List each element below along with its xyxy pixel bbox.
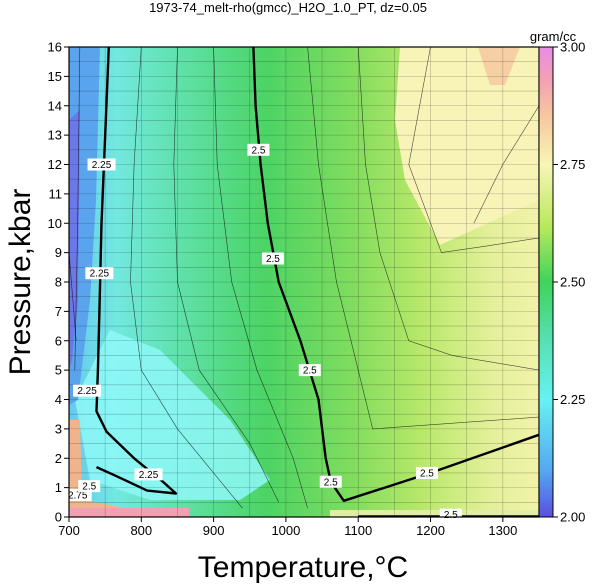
contour-line-minor [173, 47, 279, 503]
contour-line-minor [408, 47, 539, 253]
y-tick-label: 6 [55, 333, 62, 348]
contour-line-minor [357, 47, 539, 371]
contour-label: 2.75 [68, 490, 88, 501]
contour-label: 2.5 [324, 477, 338, 488]
contour-label-bg [78, 480, 101, 493]
colorbar: gram/cc 2.00 2.25 2.50 2.75 3.00 [530, 29, 585, 525]
y-tick-label: 0 [55, 510, 62, 525]
plot-area: 2.252.252.252.252.52.52.52.52.52.52.752.… [63, 46, 540, 521]
y-tick-label: 13 [48, 128, 62, 143]
contour-label-bg [134, 468, 163, 481]
region-bottom-band [69, 420, 160, 517]
y-tick-label: 12 [48, 157, 62, 172]
region-peak-density [478, 47, 520, 85]
y-tick-label: 16 [48, 40, 62, 55]
y-tick-label: 11 [49, 186, 63, 201]
contour-label-bg [261, 252, 284, 265]
contour-label: 2.5 [266, 254, 280, 265]
contour-label-bg [247, 143, 270, 156]
x-tick-label: 800 [130, 523, 152, 538]
colorbar-tick-label: 2.50 [560, 275, 585, 290]
y-tick-label: 9 [55, 245, 62, 260]
contour-label: 2.25 [92, 160, 112, 171]
contour-label: 2.5 [82, 482, 96, 493]
y-tick-label: 2 [55, 451, 62, 466]
contour-label: 2.5 [303, 366, 317, 377]
region-lowest-core [69, 110, 80, 370]
filled-contours [69, 47, 539, 517]
contour-line-2-25 [95, 47, 178, 495]
contour-label: 2.5 [444, 510, 458, 521]
x-tick-label: 1000 [271, 523, 300, 538]
contour-label: 2.25 [139, 470, 159, 481]
contour-label-bg [73, 384, 102, 397]
contour-label-bg [298, 364, 321, 377]
x-tick-label: 1300 [488, 523, 517, 538]
y-tick-label: 5 [55, 363, 62, 378]
x-tick-label: 700 [58, 523, 80, 538]
colorbar-ticks: 2.00 2.25 2.50 2.75 3.00 [553, 40, 585, 525]
colorbar-tick-label: 2.75 [560, 157, 585, 172]
contour-label: 2.25 [90, 269, 110, 280]
contour-line-minor [74, 47, 81, 371]
colorbar-tick-label: 2.25 [560, 392, 585, 407]
contour-label-bg [415, 466, 438, 479]
region-low-density [75, 330, 270, 500]
region-bottom-strip [69, 508, 189, 517]
y-tick-label: 3 [55, 421, 62, 436]
contour-labels: 2.252.252.252.252.52.52.52.52.52.52.752.… [63, 143, 462, 521]
contour-line-minor [307, 47, 539, 430]
y-tick-label: 1 [55, 480, 62, 495]
contour-line-minor [473, 105, 539, 224]
contour-label-bg [439, 508, 462, 521]
contour-line-minor [130, 47, 243, 509]
contour-label-bg [85, 267, 114, 280]
contour-line-minor [69, 252, 77, 341]
colorbar-scale [538, 46, 554, 518]
contour-line-minor [213, 47, 308, 509]
region-bottom-right [330, 510, 539, 517]
x-tick-label: 1100 [344, 523, 372, 538]
grid [68, 46, 540, 518]
contour-label: 2.25 [77, 386, 97, 397]
chart-title: 1973-74_melt-rho(gmcc)_H2O_1.0_PT, dz=0.… [149, 0, 427, 15]
contour-label: 2.5 [420, 468, 434, 479]
y-tick-label: 14 [48, 98, 62, 113]
region-high-density [395, 47, 539, 245]
colorbar-tick-label: 2.00 [560, 510, 585, 525]
contour-label-bg [87, 158, 116, 171]
contour-label: 2.5 [251, 145, 265, 156]
y-tick-label: 8 [55, 275, 62, 290]
contour-label-bg [319, 475, 342, 488]
y-tick-label: 4 [55, 392, 62, 407]
colorbar-tick-label: 3.00 [560, 40, 585, 55]
y-axis-label: Pressure,kbar [4, 189, 37, 376]
colorbar-unit: gram/cc [530, 29, 577, 44]
y-tick-label: 7 [55, 304, 62, 319]
x-axis: 700 800 900 1000 1100 1200 1300 [58, 517, 517, 538]
x-axis-label: Temperature,°C [198, 551, 408, 584]
x-tick-label: 900 [203, 523, 225, 538]
y-tick-label: 15 [48, 69, 62, 84]
x-tick-label: 1200 [416, 523, 445, 538]
y-tick-label: 10 [48, 216, 62, 231]
